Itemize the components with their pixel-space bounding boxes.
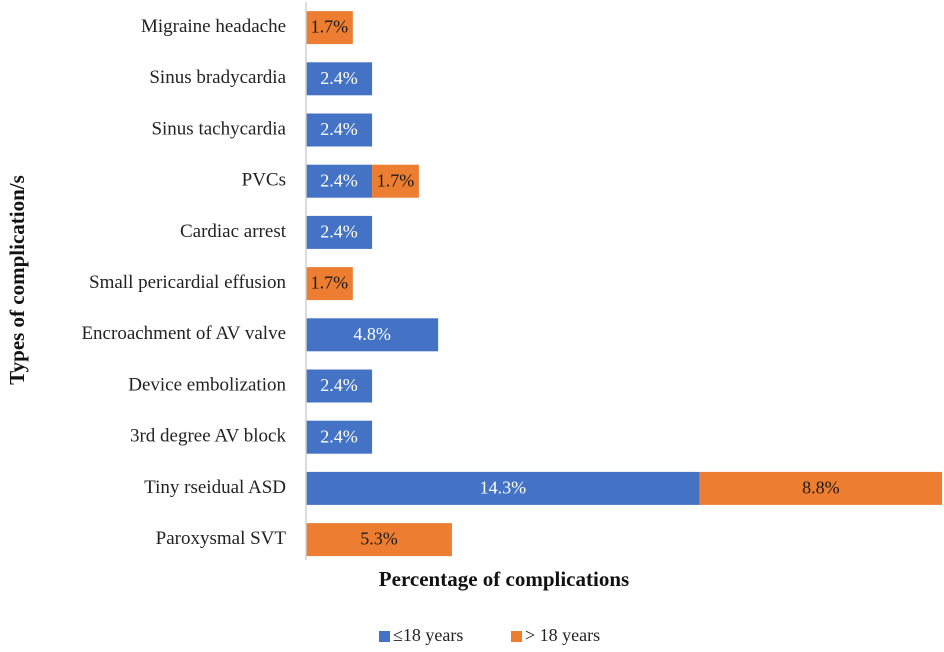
category-labels: Migraine headache Sinus bradycardia Sinus … xyxy=(81,16,286,549)
data-label-18-years-sinus-bradycardia: 2.4% xyxy=(320,68,358,88)
data-label-18-years-migraine-headache: 1.7% xyxy=(311,17,349,37)
category-label-3rd-degree-av-block: 3rd degree AV block xyxy=(130,426,287,447)
data-label-18-years-encroachment-of-av-valve: 4.8% xyxy=(353,324,391,344)
data-label-18-years-pvcs: 2.4% xyxy=(320,170,358,190)
bar-18-years-small-pericardial-effusion xyxy=(306,267,353,301)
data-label-18-years-cardiac-arrest: 2.4% xyxy=(320,222,358,242)
bar-18-years-sinus-tachycardia xyxy=(306,113,373,147)
category-label-encroachment-of-av-valve: Encroachment of AV valve xyxy=(81,323,286,344)
legend: ≤18 years > 18 years xyxy=(379,625,600,645)
category-label-sinus-bradycardia: Sinus bradycardia xyxy=(149,67,286,88)
data-label-18-years-sinus-tachycardia: 2.4% xyxy=(320,119,358,139)
category-label-pvcs: PVCs xyxy=(242,170,286,191)
y-axis-title: Types of complication/s xyxy=(5,175,29,385)
data-label-18-years-3rd-degree-av-block: 2.4% xyxy=(320,426,358,446)
legend-swatch-18-years xyxy=(511,631,522,642)
bar-18-years-3rd-degree-av-block xyxy=(306,420,373,454)
data-label-18-years-small-pericardial-effusion: 1.7% xyxy=(311,273,349,293)
category-label-tiny-rseidual-asd: Tiny rseidual ASD xyxy=(144,477,286,498)
data-label-18-years-tiny-rseidual-asd: 8.8% xyxy=(802,478,840,498)
bar-18-years-sinus-bradycardia xyxy=(306,62,373,96)
bar-18-years-pvcs xyxy=(372,164,419,198)
bar-18-years-cardiac-arrest xyxy=(306,215,373,249)
category-label-device-embolization: Device embolization xyxy=(128,374,286,395)
bar-18-years-paroxysmal-svt xyxy=(306,523,452,557)
x-axis-title: Percentage of complications xyxy=(379,567,629,591)
data-label-18-years-device-embolization: 2.4% xyxy=(320,375,358,395)
category-label-cardiac-arrest: Cardiac arrest xyxy=(180,221,287,242)
category-label-paroxysmal-svt: Paroxysmal SVT xyxy=(156,528,287,549)
bars-layer: 1.7% 2.4% 2.4% 2.4% 1.7% 2.4% 1.7% 4.8% 2.4% 2.4%… xyxy=(306,11,942,557)
bar-18-years-tiny-rseidual-asd xyxy=(306,471,700,505)
data-label-18-years-tiny-rseidual-asd: 14.3% xyxy=(480,478,527,498)
category-label-sinus-tachycardia: Sinus tachycardia xyxy=(151,118,286,139)
data-label-18-years-pvcs: 1.7% xyxy=(377,170,415,190)
category-label-small-pericardial-effusion: Small pericardial effusion xyxy=(89,272,286,293)
bar-18-years-encroachment-of-av-valve xyxy=(306,318,439,352)
legend-label-18-years: ≤18 years xyxy=(393,625,463,645)
category-label-migraine-headache: Migraine headache xyxy=(141,16,286,37)
bar-18-years-migraine-headache xyxy=(306,11,353,45)
data-label-18-years-paroxysmal-svt: 5.3% xyxy=(360,529,398,549)
bar-18-years-pvcs xyxy=(306,164,373,198)
legend-label-18-years: > 18 years xyxy=(525,625,600,645)
bar-18-years-device-embolization xyxy=(306,369,373,403)
bar-18-years-tiny-rseidual-asd xyxy=(699,471,942,505)
legend-swatch-18-years xyxy=(379,631,390,642)
